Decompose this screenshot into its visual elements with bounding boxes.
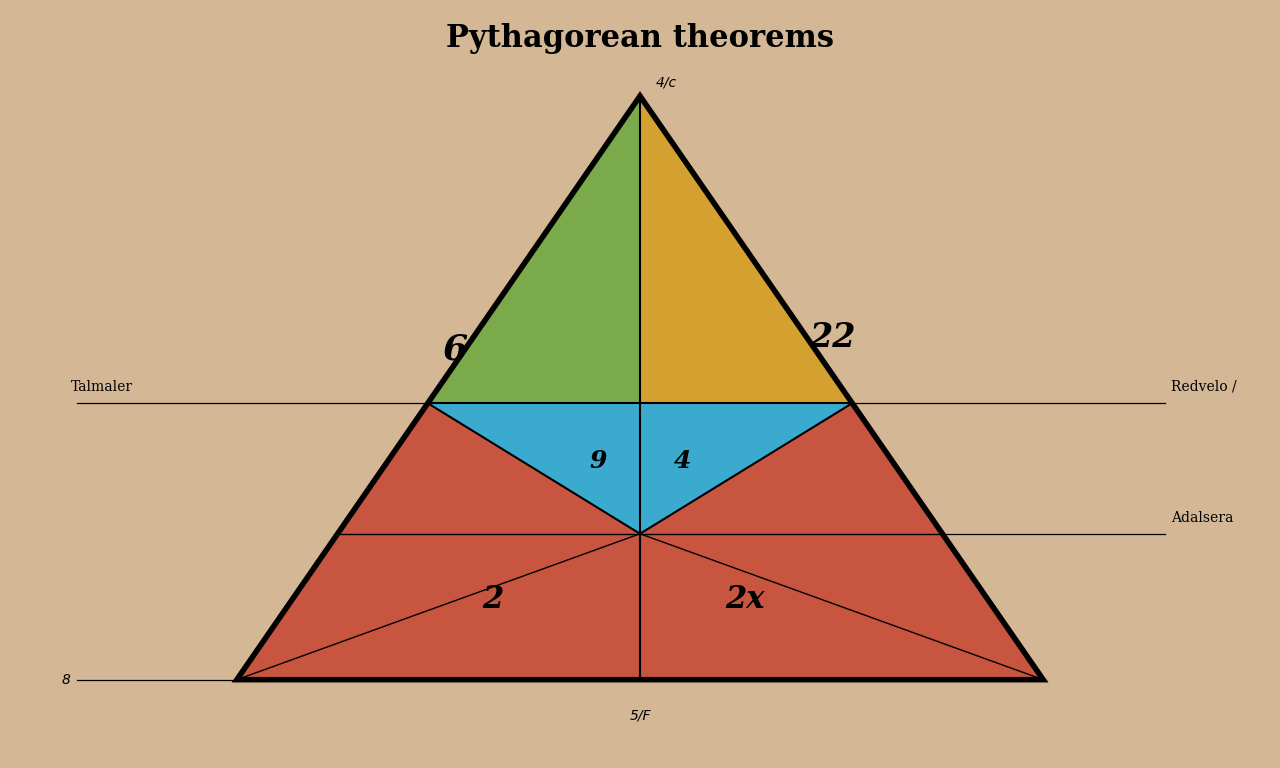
- Text: 2: 2: [483, 584, 503, 614]
- Text: Pythagorean theorems: Pythagorean theorems: [445, 23, 835, 54]
- Text: Talmaler: Talmaler: [70, 380, 133, 394]
- Text: 22: 22: [809, 322, 855, 354]
- Polygon shape: [428, 403, 852, 534]
- Text: 6: 6: [442, 333, 467, 366]
- Text: 4: 4: [673, 449, 691, 473]
- Text: 9: 9: [589, 449, 607, 473]
- Text: 4/c: 4/c: [655, 76, 677, 90]
- Polygon shape: [428, 96, 640, 403]
- Polygon shape: [237, 403, 1043, 680]
- Text: 2x: 2x: [726, 584, 764, 614]
- Text: 8: 8: [61, 673, 70, 687]
- Text: Adalsera: Adalsera: [1171, 511, 1234, 525]
- Text: Redvelo /: Redvelo /: [1171, 380, 1236, 394]
- Text: 5/F: 5/F: [630, 709, 650, 723]
- Polygon shape: [640, 96, 852, 403]
